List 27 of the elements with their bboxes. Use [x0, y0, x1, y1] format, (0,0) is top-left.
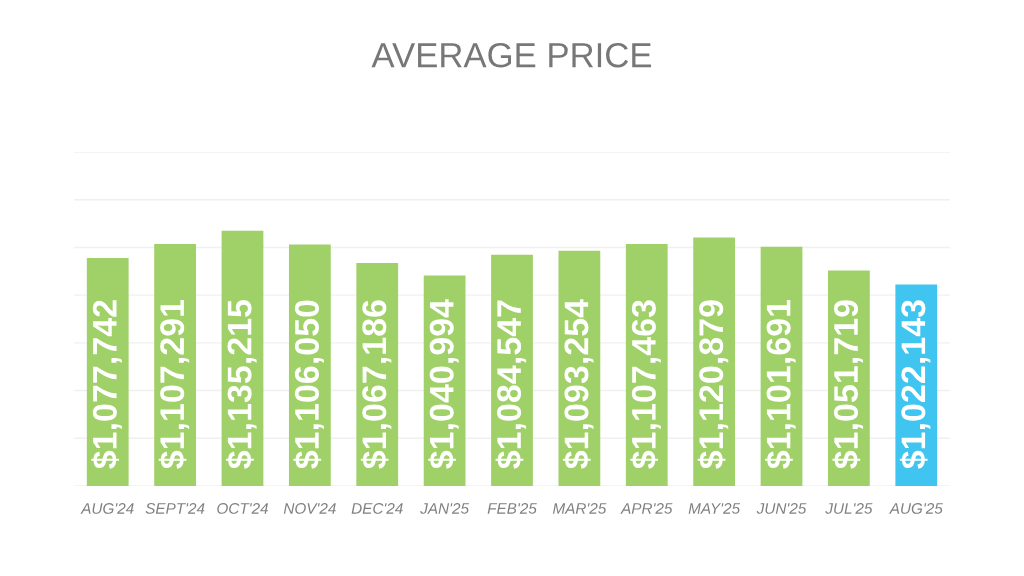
data-label: $1,077,742 [91, 300, 122, 469]
x-tick-label: SEPT'24 [145, 503, 205, 514]
x-tick-label: AUG'24 [80, 503, 134, 514]
data-label: $1,135,215 [226, 299, 257, 469]
chart-title: AVERAGE PRICE [371, 42, 652, 68]
data-label: $1,084,547 [495, 300, 527, 469]
data-label: $1,101,691 [765, 299, 796, 469]
data-label: $1,106,050 [293, 300, 324, 469]
data-label: $1,107,291 [158, 299, 190, 469]
x-tick-label: OCT'24 [217, 503, 268, 514]
data-label: $1,067,186 [360, 300, 392, 469]
x-tick-label: NOV'24 [283, 503, 336, 514]
data-label: $1,022,143 [899, 300, 931, 469]
x-tick-label: JUL'25 [825, 503, 873, 514]
data-label: $1,107,463 [630, 300, 661, 469]
data-label: $1,093,254 [562, 299, 594, 469]
x-tick-label: APR'25 [620, 503, 673, 514]
data-label: $1,120,879 [697, 300, 729, 469]
x-tick-label: DEC'24 [351, 503, 403, 514]
data-label: $1,040,994 [428, 299, 459, 469]
x-tick-label: FEB'25 [487, 503, 537, 514]
x-tick-label: JAN'25 [420, 503, 470, 514]
data-label: $1,051,719 [832, 300, 863, 469]
x-tick-label: MAY'25 [688, 503, 741, 514]
x-tick-label: MAR'25 [552, 503, 607, 514]
x-tick-label: AUG'25 [889, 503, 943, 514]
x-tick-label: JUN'25 [756, 503, 807, 514]
